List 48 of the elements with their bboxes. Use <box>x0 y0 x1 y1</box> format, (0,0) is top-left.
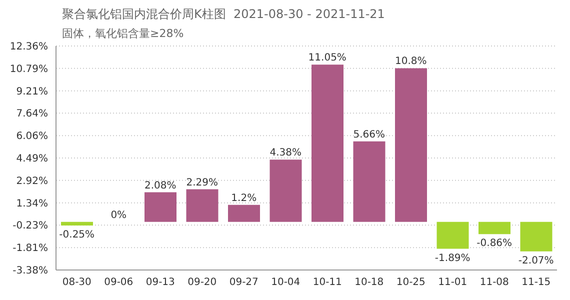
bar <box>270 160 302 222</box>
y-tick-label: 4.49% <box>16 154 48 165</box>
data-label: -0.25% <box>59 229 95 240</box>
x-tick-label: 11-01 <box>438 277 468 288</box>
x-tick-label: 08-30 <box>62 277 92 288</box>
x-tick-label: 09-06 <box>104 277 134 288</box>
data-label: -1.89% <box>434 252 470 264</box>
bar <box>353 141 386 222</box>
x-tick-label: 10-11 <box>312 277 342 288</box>
data-label: -0.86% <box>476 238 512 250</box>
data-label: 2.08% <box>144 180 176 192</box>
x-tick-label: 09-13 <box>146 277 175 288</box>
y-tick-label: -1.81% <box>12 243 48 254</box>
bar <box>228 204 260 222</box>
y-tick-label: 2.92% <box>16 176 48 187</box>
data-label: 4.38% <box>270 148 302 159</box>
x-tick-label: 11-08 <box>480 277 509 288</box>
bar <box>395 68 427 222</box>
chart-title: 聚合氯化铝国内混合价周K柱图 2021-08-30 - 2021-11-21 <box>62 6 385 23</box>
data-label: 2.29% <box>186 177 218 188</box>
bar <box>520 222 552 252</box>
y-tick-label: 7.64% <box>16 108 48 120</box>
data-label: 1.2% <box>231 192 257 204</box>
x-tick-label: 09-20 <box>188 277 217 288</box>
chart-subtitle: 固体，氧化铝含量≥28% <box>62 26 184 41</box>
y-tick-label: -0.23% <box>12 220 48 232</box>
x-tick-label: 10-18 <box>354 277 384 288</box>
data-label: 11.05% <box>308 52 346 64</box>
y-tick-label: 9.21% <box>16 86 48 98</box>
bar <box>186 189 218 222</box>
x-tick-label: 09-27 <box>229 277 258 288</box>
y-tick-label: 10.79% <box>10 64 48 75</box>
y-tick-label: 1.34% <box>16 198 48 210</box>
x-tick-label: 10-04 <box>271 277 300 288</box>
bar <box>436 222 469 249</box>
data-label: -2.07% <box>518 255 554 266</box>
data-label: 10.8% <box>394 56 427 68</box>
y-tick-label: -3.38% <box>12 266 48 277</box>
x-tick-label: 10-25 <box>396 277 426 288</box>
x-tick-label: 11-15 <box>522 277 551 288</box>
bar <box>144 192 176 222</box>
bar <box>61 222 93 226</box>
bar <box>478 222 510 234</box>
y-tick-label: 12.36% <box>10 42 48 53</box>
y-tick-label: 6.06% <box>16 131 48 142</box>
bar <box>312 64 344 222</box>
data-label: 5.66% <box>353 129 386 140</box>
data-label: 0% <box>110 210 127 221</box>
